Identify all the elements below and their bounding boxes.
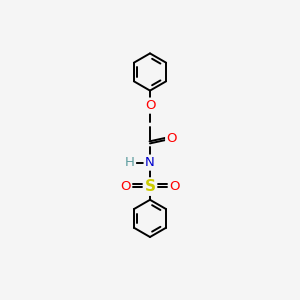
Text: S: S	[145, 179, 155, 194]
Text: O: O	[120, 180, 130, 193]
Text: N: N	[145, 156, 155, 169]
Text: H: H	[125, 156, 134, 169]
Text: O: O	[170, 180, 180, 193]
Text: O: O	[167, 132, 177, 145]
Text: O: O	[145, 99, 155, 112]
